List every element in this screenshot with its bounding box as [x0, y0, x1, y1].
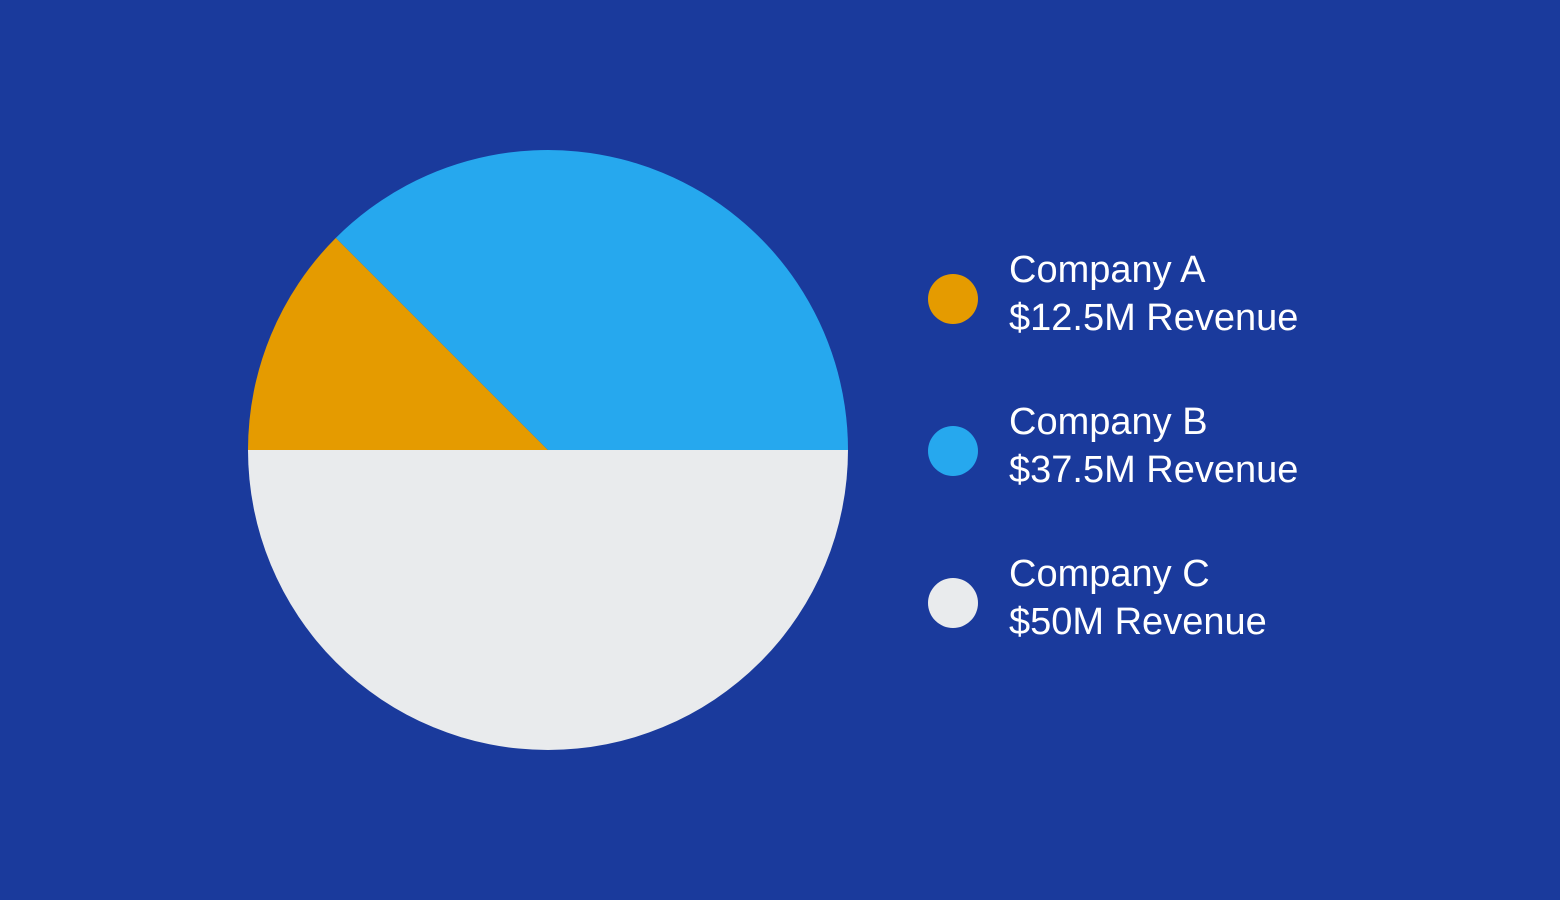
legend-value-company-b: $37.5M Revenue [1009, 449, 1299, 491]
legend-swatch-company-c [928, 578, 978, 628]
legend-item-company-a: Company A $12.5M Revenue [928, 246, 1488, 398]
pie-slice-company-c [248, 450, 848, 750]
legend-value-company-a: $12.5M Revenue [1009, 297, 1299, 339]
legend-label-company-a: Company A [1009, 249, 1206, 291]
legend-item-company-b: Company B $37.5M Revenue [928, 398, 1488, 550]
legend-label-company-b: Company B [1009, 401, 1208, 443]
legend: Company A $12.5M Revenue Company B $37.5… [928, 246, 1488, 702]
legend-swatch-company-b [928, 426, 978, 476]
legend-swatch-company-a [928, 274, 978, 324]
pie-slice-company-b [335, 150, 848, 450]
legend-label-company-c: Company C [1009, 553, 1210, 595]
legend-item-company-c: Company C $50M Revenue [928, 550, 1488, 702]
pie-slice-company-a [248, 237, 548, 450]
legend-value-company-c: $50M Revenue [1009, 601, 1267, 643]
